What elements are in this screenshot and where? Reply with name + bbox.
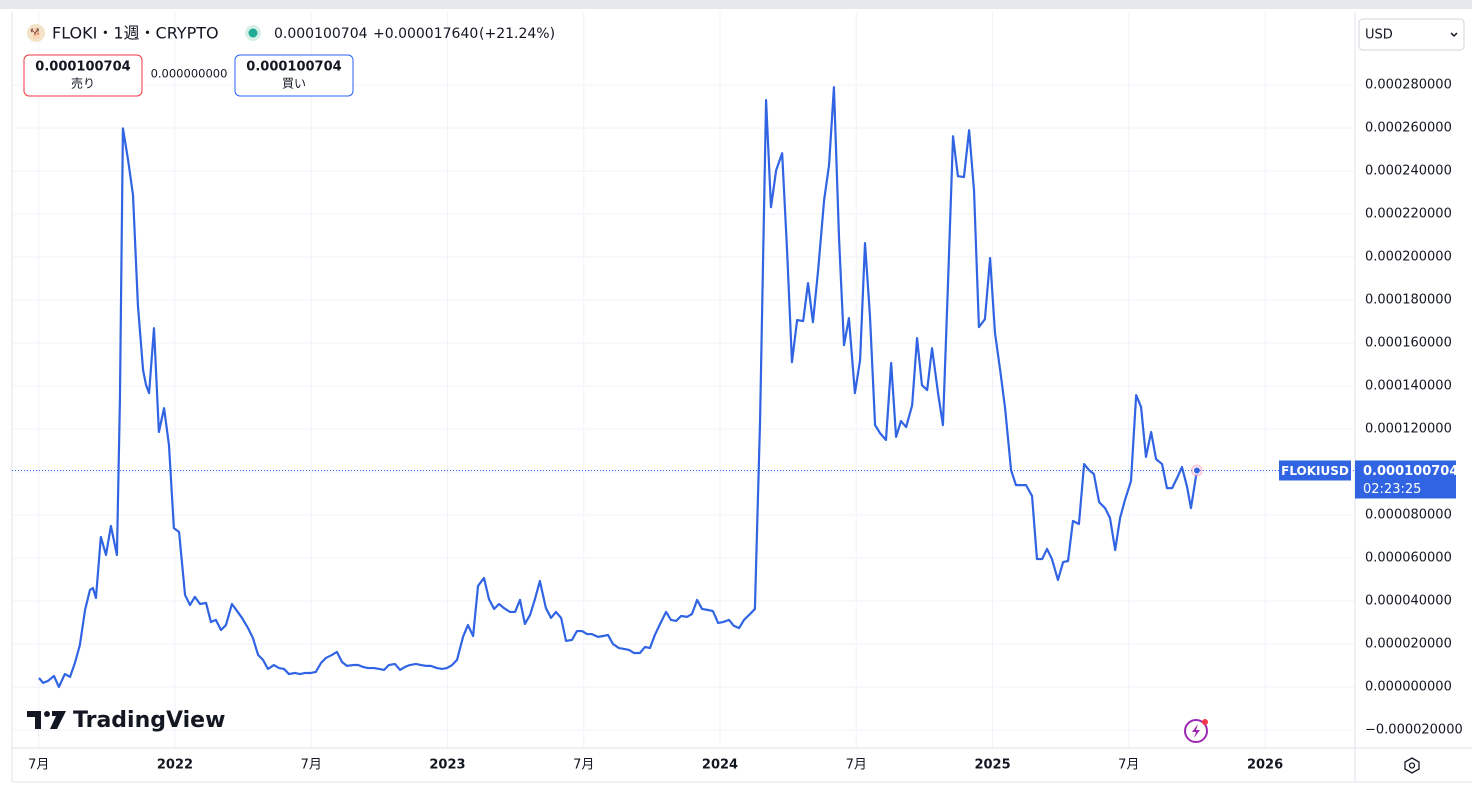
price-badge bbox=[1355, 460, 1456, 499]
y-tick-label: 0.000260000 bbox=[1365, 121, 1452, 136]
symbol-icon-glyph: 🐕 bbox=[30, 27, 42, 40]
grid bbox=[12, 12, 1355, 748]
x-tick-label: 7月 bbox=[301, 758, 322, 773]
logo-text: TradingView bbox=[73, 708, 225, 733]
logo-mark bbox=[44, 711, 50, 717]
y-tick-label: 0.000000000 bbox=[1365, 679, 1452, 694]
symbol-title[interactable]: FLOKI・1週・CRYPTO bbox=[52, 24, 219, 43]
price-badge-text: 0.000100704 bbox=[1363, 464, 1458, 479]
x-tick-label: 2024 bbox=[702, 758, 738, 773]
y-tick-label: −0.000020000 bbox=[1365, 722, 1463, 737]
alert-badge bbox=[1202, 719, 1208, 725]
symbol-badge bbox=[1279, 460, 1351, 481]
buy-button[interactable] bbox=[234, 54, 354, 97]
settings-icon[interactable] bbox=[1404, 757, 1420, 774]
x-tick-label: 7月 bbox=[28, 758, 49, 773]
x-tick-label: 2023 bbox=[429, 758, 465, 773]
logo-mark bbox=[27, 711, 41, 729]
spread: 0.000000000 bbox=[151, 67, 228, 81]
x-tick-label: 7月 bbox=[846, 758, 867, 773]
plot bbox=[12, 86, 1355, 689]
y-tick-label: 0.000080000 bbox=[1365, 507, 1452, 522]
sell-button[interactable] bbox=[23, 54, 143, 97]
settings-icon bbox=[1408, 762, 1416, 769]
logo-mark bbox=[50, 711, 66, 729]
y-tick-label: 0.000280000 bbox=[1365, 78, 1452, 93]
y-tick-label: 0.000140000 bbox=[1365, 379, 1452, 394]
y-tick-label: 0.000040000 bbox=[1365, 593, 1452, 608]
y-tick-label: 0.000120000 bbox=[1365, 422, 1452, 437]
symbol-badge-text: FLOKIUSD bbox=[1281, 464, 1349, 478]
y-tick-label: 0.000240000 bbox=[1365, 164, 1452, 179]
x-tick-label: 2022 bbox=[157, 758, 193, 773]
y-tick-label: 0.000160000 bbox=[1365, 336, 1452, 351]
x-tick-label: 7月 bbox=[573, 758, 594, 773]
header-change: +0.000017640 bbox=[373, 26, 478, 42]
currency-select[interactable] bbox=[1358, 18, 1465, 51]
alert-icon[interactable] bbox=[1184, 719, 1208, 743]
x-tick-label: 2026 bbox=[1247, 758, 1283, 773]
countdown-text: 02:23:25 bbox=[1363, 482, 1421, 497]
header-price: 0.000100704 bbox=[274, 26, 368, 42]
sell-label: 売り bbox=[71, 76, 95, 91]
currency-label: USD bbox=[1365, 28, 1393, 43]
alert-icon-bolt bbox=[1192, 724, 1200, 738]
y-tick-label: 0.000060000 bbox=[1365, 550, 1452, 565]
status-dot bbox=[248, 28, 258, 38]
y-tick-label: 0.000220000 bbox=[1365, 207, 1452, 222]
y-tick-label: 0.000180000 bbox=[1365, 293, 1452, 308]
price-line bbox=[38, 86, 1199, 689]
x-tick-label: 2025 bbox=[974, 758, 1010, 773]
y-tick-label: 0.000200000 bbox=[1365, 250, 1452, 265]
y-tick-label: 0.000020000 bbox=[1365, 636, 1452, 651]
header-change-pct: (+21.24%) bbox=[479, 26, 555, 42]
dropdown-chevron bbox=[1450, 32, 1458, 38]
labels: −0.000020000 0.000000000 0.000020000 0.0000… bbox=[28, 78, 1463, 773]
buy-price: 0.000100704 bbox=[246, 60, 341, 75]
top-strip bbox=[0, 0, 1472, 9]
buy-label: 買い bbox=[282, 77, 306, 91]
symbol-icon bbox=[27, 24, 45, 42]
logo: TradingView bbox=[27, 708, 225, 733]
sell-price: 0.000100704 bbox=[35, 60, 130, 75]
x-tick-label: 7月 bbox=[1118, 758, 1139, 773]
